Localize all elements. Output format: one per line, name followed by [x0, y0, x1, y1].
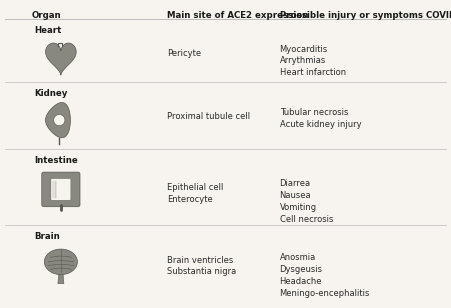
Text: Brain: Brain [34, 232, 60, 241]
Polygon shape [46, 43, 76, 75]
Text: Organ: Organ [32, 11, 61, 20]
FancyBboxPatch shape [42, 172, 80, 207]
Text: Brain ventricles
Substantia nigra: Brain ventricles Substantia nigra [167, 256, 236, 277]
Text: Heart: Heart [34, 26, 61, 35]
Text: Prossible injury or symptoms COVID-19 related: Prossible injury or symptoms COVID-19 re… [280, 11, 451, 20]
Polygon shape [44, 249, 78, 275]
Polygon shape [46, 103, 70, 138]
Text: Myocarditis
Arrythmias
Heart infarction: Myocarditis Arrythmias Heart infarction [280, 45, 346, 77]
Text: Proximal tubule cell: Proximal tubule cell [167, 112, 250, 121]
FancyBboxPatch shape [51, 179, 71, 200]
Text: Anosmia
Dysgeusis
Headache
Meningo-encephalitis: Anosmia Dysgeusis Headache Meningo-encep… [280, 253, 370, 298]
Text: Epithelial cell
Enterocyte: Epithelial cell Enterocyte [167, 183, 223, 204]
Text: Kidney: Kidney [34, 89, 67, 98]
Circle shape [54, 115, 65, 126]
Text: Intestine: Intestine [34, 156, 78, 165]
Text: Diarrea
Nausea
Vomiting
Cell necrosis: Diarrea Nausea Vomiting Cell necrosis [280, 179, 333, 224]
Text: Tubular necrosis
Acute kidney injury: Tubular necrosis Acute kidney injury [280, 108, 361, 129]
Polygon shape [58, 275, 64, 284]
Text: Main site of ACE2 expression: Main site of ACE2 expression [167, 11, 308, 20]
Text: Pericyte: Pericyte [167, 49, 201, 58]
